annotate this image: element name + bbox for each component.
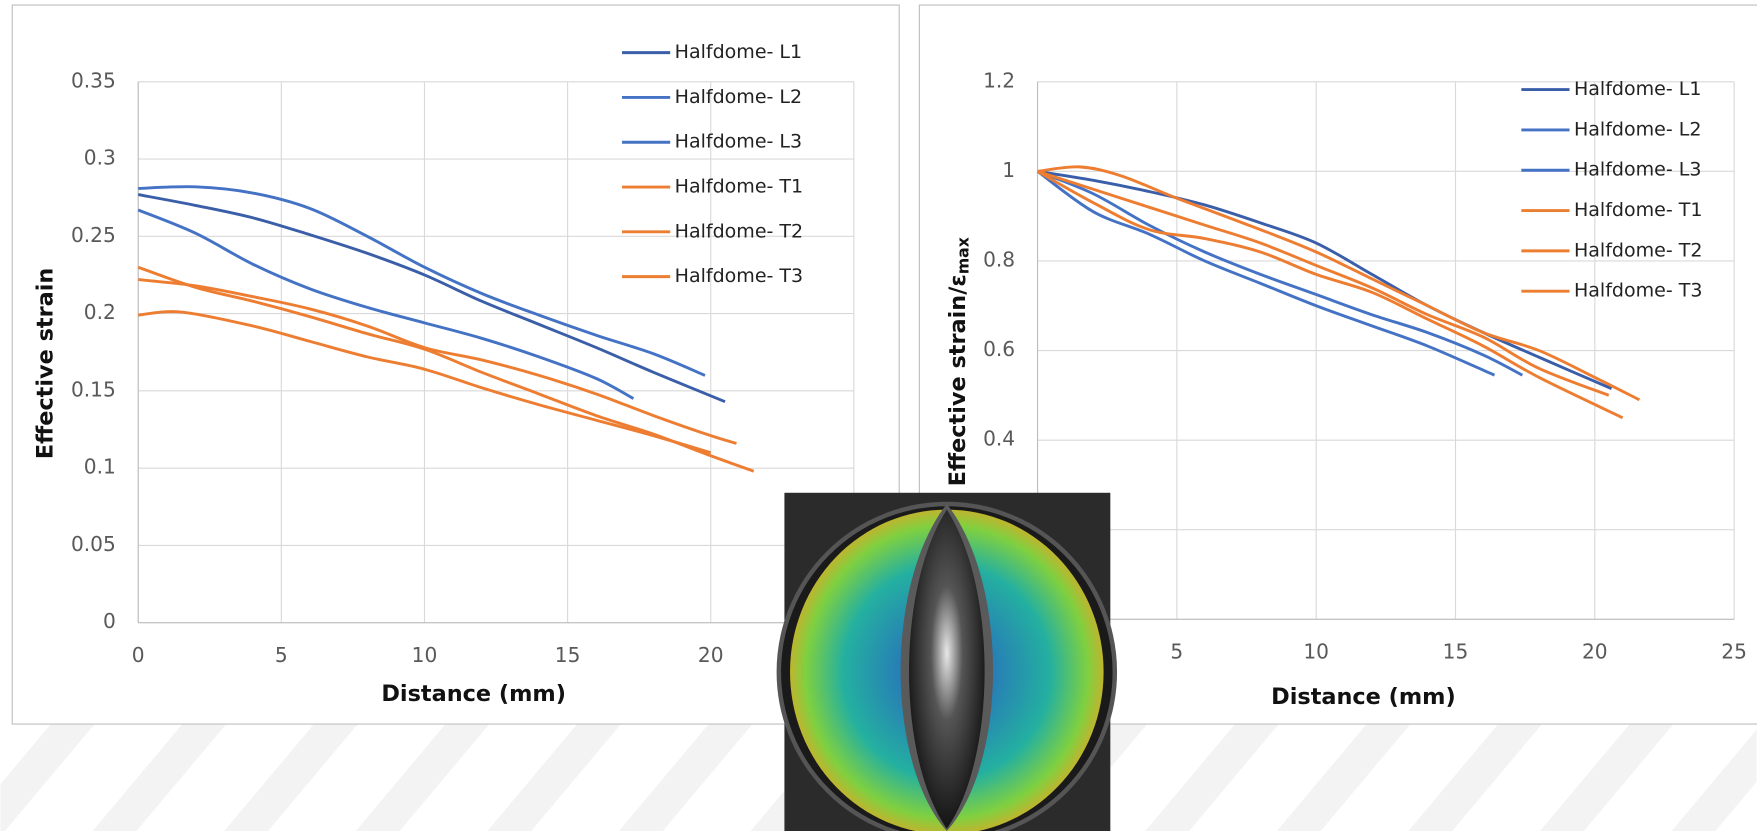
y-tick-label: 0.05 [71, 532, 116, 556]
legend-label: Halfdome- L1 [675, 41, 802, 63]
legend-label: Halfdome- L2 [675, 86, 802, 108]
y-axis-title-sub: max [953, 237, 972, 274]
chart-frame [11, 4, 900, 725]
y-tick-label: 0.15 [71, 377, 116, 401]
data-line [137, 208, 635, 400]
x-tick-label: 15 [1443, 639, 1469, 663]
data-line [1037, 169, 1613, 390]
x-tick-label: 20 [1582, 639, 1608, 663]
y-tick-label: 0.8 [983, 247, 1015, 271]
data-line [138, 310, 712, 455]
legend-label: Halfdome- L1 [1574, 78, 1701, 100]
x-tick-label: 0 [132, 643, 145, 667]
y-axis-title-main: Effective strain/ε [945, 274, 971, 486]
data-line [1037, 165, 1641, 402]
legend-label: Halfdome- L2 [1574, 118, 1701, 140]
chart: 00.20.40.60.811.20510152025Distance (mm)… [945, 68, 1747, 710]
x-axis-title: Distance (mm) [381, 681, 566, 707]
x-axis-title: Distance (mm) [1271, 684, 1456, 710]
y-tick-label: 0.1 [84, 455, 116, 479]
x-tick-label: 25 [1721, 639, 1747, 663]
y-tick-label: 0.4 [983, 427, 1015, 451]
y-tick-label: 0.6 [983, 337, 1015, 361]
data-line [1036, 170, 1524, 377]
y-axis-title: Effective strain [32, 268, 58, 460]
x-tick-label: 5 [275, 643, 288, 667]
y-tick-label: 0.35 [71, 68, 116, 92]
y-axis-title: Effective strain/εmax [945, 237, 973, 486]
legend-label: Halfdome- T2 [1574, 239, 1702, 261]
data-line [138, 185, 706, 377]
y-tick-label: 0 [103, 609, 116, 633]
legend-label: Halfdome- T1 [1574, 199, 1702, 221]
legend-label: Halfdome- L3 [1574, 159, 1701, 181]
legend-label: Halfdome- L3 [675, 131, 802, 153]
legend-label: Halfdome- T3 [675, 265, 803, 287]
data-line [1036, 170, 1624, 420]
data-line [138, 278, 737, 445]
data-line [137, 193, 726, 404]
chart: 00.050.10.150.20.250.30.350510152025Dist… [32, 41, 867, 707]
data-line [1036, 170, 1496, 377]
x-tick-label: 20 [698, 643, 724, 667]
data-line [1037, 169, 1610, 397]
x-tick-label: 15 [555, 643, 581, 667]
y-tick-label: 1 [1002, 158, 1015, 182]
x-tick-label: 10 [412, 643, 438, 667]
y-tick-label: 0.25 [71, 223, 116, 247]
x-tick-label: 5 [1170, 639, 1183, 663]
y-tick-label: 0.3 [84, 146, 116, 170]
y-tick-label: 0.2 [84, 300, 116, 324]
legend-label: Halfdome- T1 [675, 176, 803, 198]
charts: 00.050.10.150.20.250.30.350510152025Dist… [32, 41, 1747, 710]
y-tick-label: 1.2 [983, 68, 1015, 92]
legend-label: Halfdome- T3 [1574, 280, 1702, 302]
x-tick-label: 10 [1303, 639, 1329, 663]
inset-photo [776, 492, 1117, 831]
y-axis-title-main: Effective strain [32, 268, 58, 460]
legend-label: Halfdome- T2 [675, 220, 803, 242]
